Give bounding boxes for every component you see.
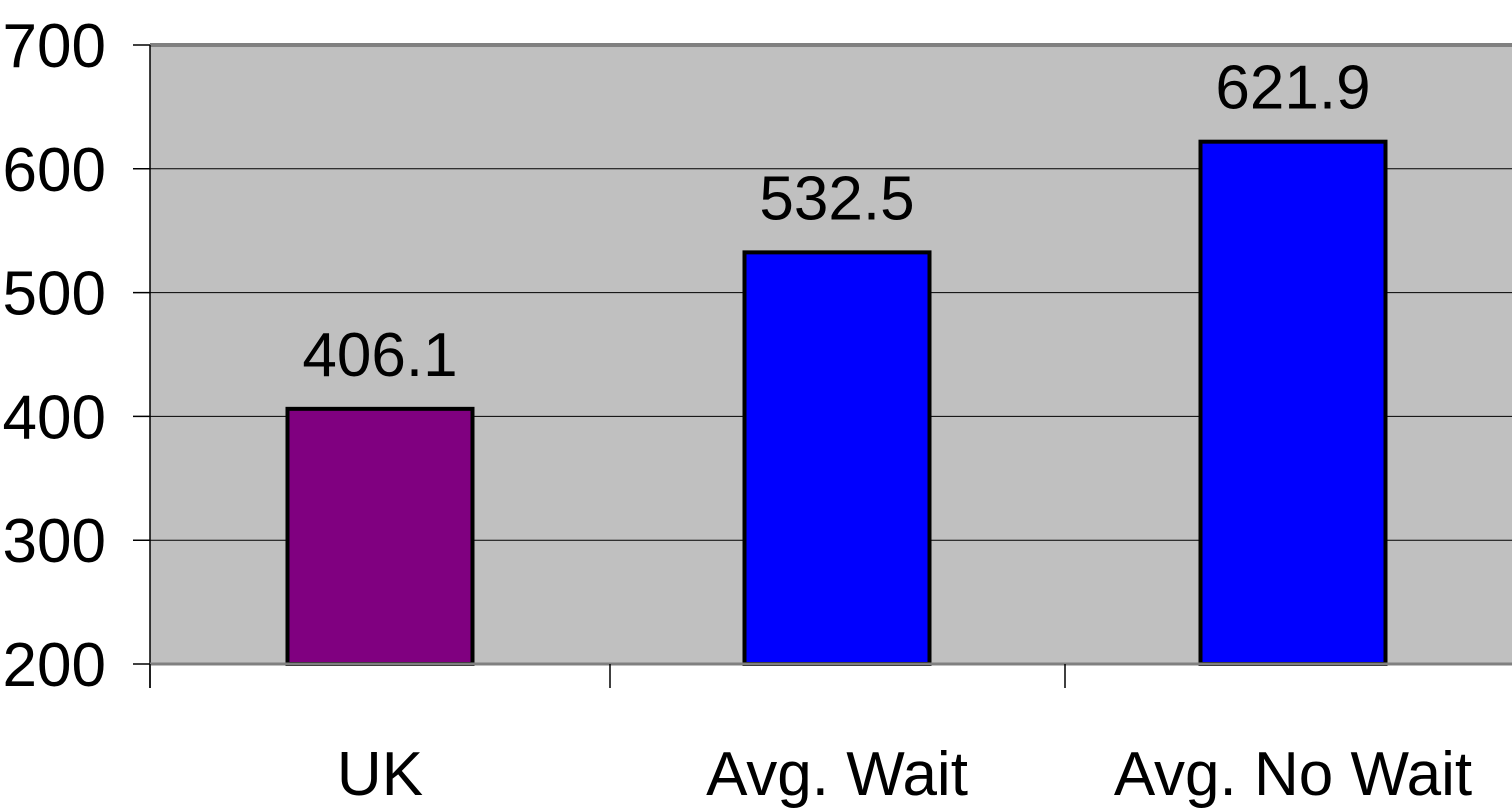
y-tick-label: 300	[3, 507, 106, 576]
x-category-label: Avg. Wait	[706, 740, 968, 809]
y-tick-label: 700	[3, 12, 106, 81]
bar	[1198, 139, 1388, 666]
x-category-label: UK	[337, 740, 423, 809]
axes	[133, 43, 1512, 688]
labels: 200 300 400 500 600 700 406.1 UK 532.5 Avg. Wait 6…	[3, 12, 1473, 809]
data-label: 621.9	[1215, 54, 1370, 123]
y-tick-label: 400	[3, 383, 106, 452]
data-label: 532.5	[759, 164, 914, 233]
bar	[742, 250, 932, 667]
y-tick-label: 200	[3, 631, 106, 700]
data-label: 406.1	[302, 321, 457, 390]
x-category-label: Avg. No Wait	[1114, 740, 1472, 809]
y-tick-label: 500	[3, 260, 106, 329]
y-tick-label: 600	[3, 136, 106, 205]
bar	[285, 406, 475, 666]
